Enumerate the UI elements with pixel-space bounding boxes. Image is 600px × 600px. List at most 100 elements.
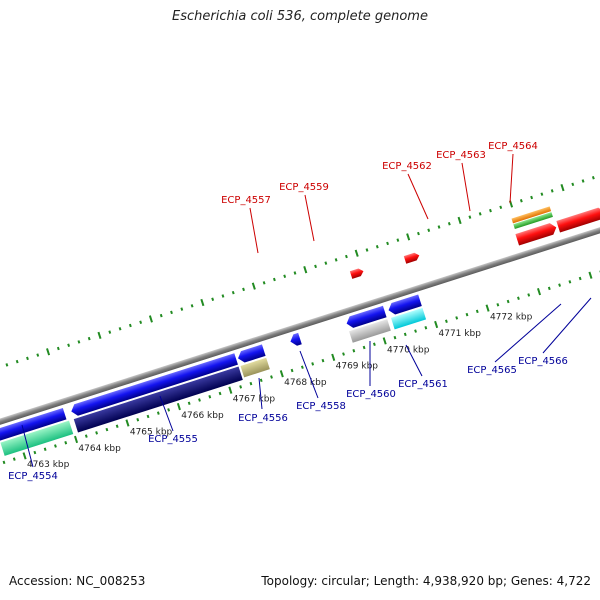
reverse-tick-ruler [2,270,600,465]
minor-tick [105,427,109,432]
label-ecp-4562[interactable]: ECP_4562 [382,161,432,172]
minor-tick [345,254,348,259]
label-ecp-4561[interactable]: ECP_4561 [398,379,448,390]
accession-text: Accession: NC_008253 [9,574,146,588]
forward-gene-labels: ECP_4557 ECP_4559 ECP_4562 ECP_4563 ECP_… [221,141,538,206]
minor-tick [43,447,47,452]
feature-green[interactable] [513,212,553,230]
minor-tick [437,225,441,229]
minor-tick [499,205,503,210]
feature-orange[interactable] [511,206,552,224]
leader-line [405,344,423,377]
minor-tick [527,293,531,297]
gene-ecp-4555[interactable] [69,353,238,417]
minor-tick [558,283,562,287]
feature-cyan[interactable] [390,307,427,330]
label-ecp-4559[interactable]: ECP_4559 [279,182,329,193]
label-ecp-4566[interactable]: ECP_4566 [518,356,568,367]
minor-tick [578,276,582,281]
label-ecp-4555[interactable]: ECP_4555 [148,434,198,445]
gene-ecp-4556[interactable] [236,344,266,364]
feature-khaki[interactable] [240,357,270,378]
kbp-label: 4769 kbp [336,362,379,372]
minor-tick [424,326,428,330]
gene-ecp-4557[interactable] [349,267,365,279]
major-tick [457,216,462,225]
minor-tick [136,417,140,422]
minor-tick [36,353,40,357]
feature-navy[interactable] [73,366,243,433]
gene-ecp-4561[interactable] [387,294,422,316]
minor-tick [115,424,119,429]
minor-tick [475,309,479,314]
minor-tick [427,228,431,233]
minor-tick [77,340,81,344]
minor-tick [386,241,389,246]
minor-tick [465,312,469,317]
major-tick [251,282,256,290]
kbp-label: 4763 kbp [27,460,70,470]
major-tick [354,249,359,257]
gene-ecp-4562[interactable] [515,222,558,246]
minor-tick [231,290,235,295]
label-ecp-4556[interactable]: ECP_4556 [238,413,288,424]
kbp-label: 4766 kbp [181,411,224,421]
kbp-label: 4768 kbp [284,378,327,388]
gene-ecp-4554[interactable] [0,407,67,441]
minor-tick [12,457,16,461]
label-ecp-4563[interactable]: ECP_4563 [436,150,486,161]
major-tick [303,266,308,274]
minor-tick [517,296,520,300]
label-ecp-4565[interactable]: ECP_4565 [467,365,517,376]
minor-tick [170,310,173,315]
major-tick [125,419,130,427]
major-tick [97,331,102,340]
minor-tick [321,358,325,363]
minor-tick [290,368,294,373]
minor-tick [15,359,19,364]
label-ecp-4558[interactable]: ECP_4558 [296,401,346,412]
minor-tick [506,299,510,304]
reverse-gene-labels: ECP_4554 ECP_4555 ECP_4556 ECP_4558 ECP_… [8,356,568,482]
minor-tick [300,365,304,369]
minor-tick [108,330,112,334]
major-tick [74,435,79,444]
minor-tick [365,248,369,252]
minor-tick [56,346,60,351]
minor-tick [159,313,163,318]
gene-ecp-4558[interactable] [289,332,302,347]
map-title: Escherichia coli 536, complete genome [172,9,428,24]
gene-ecp-4559[interactable] [403,252,421,264]
minor-tick [190,304,194,308]
minor-tick [352,349,356,353]
minor-tick [270,375,273,379]
major-tick [331,353,336,361]
label-ecp-4554[interactable]: ECP_4554 [8,471,58,482]
minor-tick [478,212,482,216]
minor-tick [64,440,68,445]
minor-tick [139,320,143,324]
gene-ecp-4563[interactable] [556,206,600,233]
leader-line [159,395,174,432]
major-tick [22,452,27,460]
minor-tick [547,286,551,291]
leader-line [258,377,263,410]
minor-tick [5,363,9,367]
leader-line [304,194,315,242]
label-ecp-4557[interactable]: ECP_4557 [221,195,271,206]
major-tick [382,337,387,345]
major-tick [485,304,490,312]
label-ecp-4560[interactable]: ECP_4560 [346,389,396,400]
feature-mint[interactable] [0,420,74,456]
minor-tick [67,343,71,347]
gene-ecp-4560[interactable] [345,305,387,330]
minor-tick [249,381,253,386]
leader-line [21,424,34,468]
kbp-label: 4771 kbp [439,329,482,339]
minor-tick [342,352,345,356]
minor-tick [221,294,225,298]
label-ecp-4564[interactable]: ECP_4564 [488,141,538,152]
major-tick [560,183,565,192]
minor-tick [591,176,595,180]
feature-gray[interactable] [349,319,391,343]
